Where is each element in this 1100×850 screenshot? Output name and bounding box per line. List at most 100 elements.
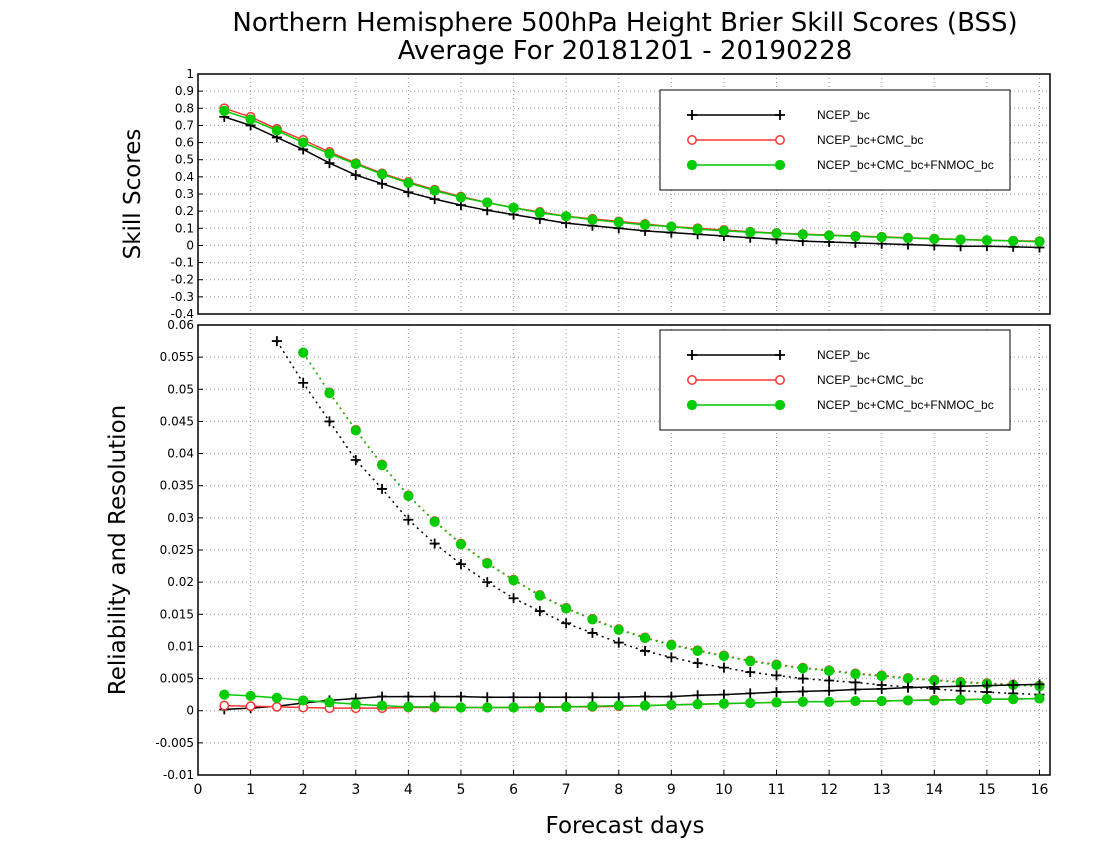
x-tick-label: 14 [925, 782, 943, 798]
skill-scores-panel: -0.4 -0.3 -0.2 -0.1 0 0.1 0.2 0.3 0.4 0.5 0.6 0.7 0.… [120, 67, 1051, 321]
data-point [271, 692, 282, 703]
data-point [350, 158, 361, 170]
data-point [376, 169, 388, 180]
data-point [508, 593, 519, 604]
data-point [745, 688, 756, 699]
data-point [271, 336, 282, 347]
data-point [771, 228, 782, 239]
y-tick-label: -0.005 [155, 736, 194, 750]
data-point [850, 695, 861, 707]
y-tick-label: 0.02 [167, 575, 194, 589]
data-point [403, 187, 414, 198]
data-point [403, 490, 414, 502]
data-point [219, 700, 230, 711]
y-tick-label: 0 [186, 238, 194, 252]
y-tick-label: 0.7 [175, 118, 194, 132]
data-point [718, 225, 730, 236]
data-point [797, 686, 808, 697]
data-point [981, 235, 992, 246]
data-point [324, 158, 335, 169]
y-tick-label: 0.055 [160, 350, 194, 364]
plot-frame [197, 73, 1051, 315]
y-axis-title: Skill Scores [120, 129, 146, 260]
data-point [955, 694, 966, 705]
data-point [429, 538, 440, 549]
data-point [850, 684, 861, 695]
y-tick-label: 0.04 [167, 447, 194, 461]
legend-label: NCEP_bc+CMC_bc+FNMOC_bc [817, 158, 994, 172]
y-tick-label: -0.01 [163, 768, 194, 782]
data-point [745, 656, 756, 667]
legend-label: NCEP_bc+CMC_bc [817, 133, 923, 147]
data-point [403, 177, 414, 188]
data-point [613, 700, 624, 711]
data-point [508, 692, 519, 703]
legend-marker [686, 159, 698, 171]
data-point [1034, 236, 1045, 247]
data-point [245, 114, 256, 125]
data-point [429, 691, 440, 702]
data-point [482, 197, 493, 208]
data-point [666, 221, 677, 232]
data-point [1008, 694, 1019, 705]
y-tick-label: 0.5 [175, 153, 194, 167]
legend-marker [775, 375, 785, 385]
data-point [350, 699, 361, 710]
y-tick-label: 0.03 [167, 511, 194, 525]
series-line [302, 352, 1040, 688]
y-tick-label: 0.06 [167, 318, 194, 332]
data-point [482, 702, 493, 713]
x-axis-title: Forecast days [546, 813, 705, 839]
data-point [1008, 680, 1019, 690]
data-point [876, 670, 887, 682]
data-point [587, 214, 598, 225]
data-point [1008, 235, 1019, 247]
data-point [403, 514, 414, 525]
y-tick-label: -0.3 [171, 290, 194, 304]
data-point [692, 699, 703, 710]
y-tick-label: 0.035 [160, 479, 194, 493]
y-tick-label: 0.045 [160, 414, 194, 428]
y-axis-title: Reliability and Resolution [105, 405, 131, 695]
data-point [692, 224, 703, 235]
data-point [850, 231, 861, 242]
data-point [824, 675, 835, 686]
data-point [902, 695, 914, 706]
x-tick-label: 12 [820, 782, 838, 798]
legend-marker [687, 350, 697, 360]
data-point [587, 692, 598, 703]
data-point [298, 137, 309, 148]
legend-marker [687, 135, 697, 145]
data-point [1034, 693, 1045, 704]
legend-marker [774, 159, 786, 171]
y-tick-label: 0.1 [175, 221, 194, 235]
data-point [666, 640, 677, 651]
legend-marker [687, 110, 697, 120]
data-point [902, 673, 914, 684]
data-point [561, 692, 572, 703]
data-point [718, 650, 730, 662]
data-point [534, 606, 545, 617]
data-point [534, 702, 545, 713]
data-point [955, 681, 966, 692]
data-point [219, 105, 230, 116]
data-point [929, 233, 940, 245]
y-tick-label: 0.9 [175, 84, 194, 98]
data-point [850, 668, 861, 680]
legend-label: NCEP_bc+CMC_bc [817, 373, 923, 387]
data-point [429, 701, 440, 712]
data-point [824, 685, 835, 696]
data-point [771, 687, 782, 698]
data-point [403, 701, 414, 712]
data-point [587, 614, 598, 625]
data-point [298, 695, 309, 706]
data-point [718, 698, 730, 709]
chart-title-line-1: Northern Hemisphere 500hPa Height Brier … [232, 8, 1017, 38]
data-point [376, 700, 388, 711]
data-point [377, 178, 388, 189]
data-point [797, 673, 808, 684]
data-point [455, 559, 466, 570]
data-point [561, 701, 572, 712]
x-tick-label: 16 [1031, 782, 1049, 798]
data-point [640, 645, 651, 656]
